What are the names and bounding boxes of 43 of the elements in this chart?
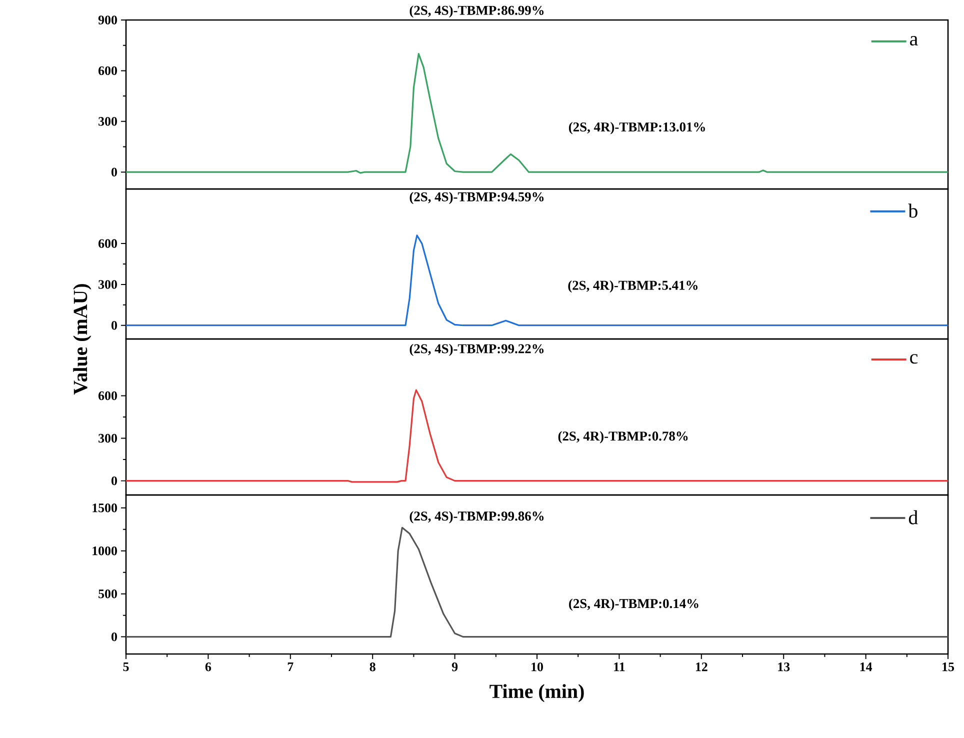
y-tick-label: 0 xyxy=(112,476,117,486)
legend-label: c xyxy=(910,354,918,364)
y-tick-label: 600 xyxy=(98,391,117,400)
line-series xyxy=(125,526,949,638)
x-tick-label: 15 xyxy=(942,662,954,672)
y-tick-label: 0 xyxy=(112,632,117,642)
legend-label: b xyxy=(908,204,918,218)
x-tick-label: 13 xyxy=(778,662,790,672)
legend-label: a xyxy=(910,36,918,46)
y-tick-label: 500 xyxy=(98,589,117,598)
annotation: (2S, 4S)-TBMP:94.59% xyxy=(410,192,544,204)
line-series xyxy=(125,234,949,326)
y-tick-label: 300 xyxy=(98,434,117,443)
y-tick-label: 600 xyxy=(98,239,117,248)
y-tick-label: 900 xyxy=(98,16,117,24)
annotation: (2S, 4S)-TBMP:99.22% xyxy=(410,344,544,356)
y-tick-label: 0 xyxy=(112,168,117,176)
y-tick-label: 600 xyxy=(98,66,117,76)
y-tick-label: 1000 xyxy=(92,546,117,556)
y-axis-title: Value (mAU) xyxy=(73,284,92,395)
y-tick-label: 300 xyxy=(98,117,117,126)
y-tick-label: 300 xyxy=(98,280,117,289)
x-tick-label: 12 xyxy=(696,662,708,672)
y-tick-label: 1500 xyxy=(92,504,117,512)
legend-label: d xyxy=(908,510,918,524)
x-tick-label: 11 xyxy=(614,662,625,672)
line-series xyxy=(125,389,949,483)
annotation: (2S, 4R)-TBMP:5.41% xyxy=(568,280,698,293)
annotation: (2S, 4R)-TBMP:13.01% xyxy=(568,122,705,134)
x-tick-label: 8 xyxy=(370,662,376,672)
annotation: (2S, 4S)-TBMP:99.86% xyxy=(410,511,544,524)
line-series xyxy=(125,52,949,174)
x-tick-label: 14 xyxy=(860,662,872,672)
annotation: (2S, 4R)-TBMP:0.78% xyxy=(558,431,688,444)
x-tick-label: 7 xyxy=(288,662,294,671)
x-axis-title: Time (min) xyxy=(490,684,584,702)
x-tick-label: 6 xyxy=(205,662,212,672)
text: (2S, 4S)-TBMP:86.99% xyxy=(410,5,544,18)
x-tick-label: 10 xyxy=(532,662,543,672)
x-tick-label: 5 xyxy=(123,662,129,672)
annotation: (2S, 4R)-TBMP:0.14% xyxy=(569,598,698,611)
x-tick-label: 9 xyxy=(452,662,458,672)
y-tick-label: 0 xyxy=(112,320,117,330)
